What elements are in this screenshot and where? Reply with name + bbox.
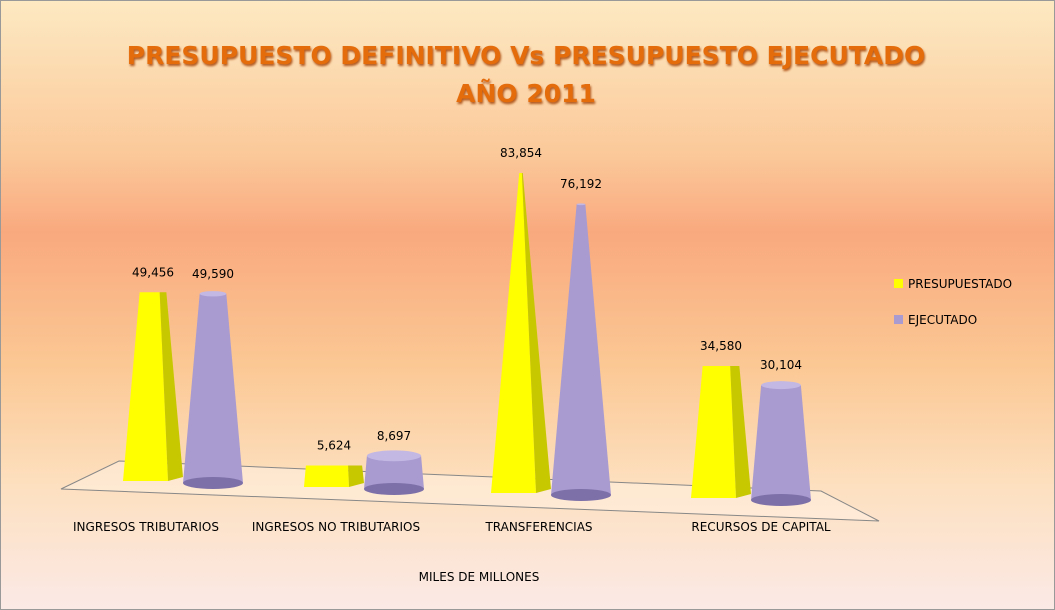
- legend-label: PRESUPUESTADO: [908, 277, 1012, 291]
- bar-side: [521, 173, 551, 493]
- bar-side: [348, 465, 364, 487]
- bar-front: [491, 173, 536, 493]
- bar-side: [730, 366, 751, 498]
- bar-base: [183, 477, 243, 489]
- bar: [364, 450, 424, 495]
- bar: [183, 291, 243, 489]
- legend-label: EJECUTADO: [908, 313, 977, 327]
- bar-base: [551, 489, 611, 501]
- bar: [751, 381, 811, 506]
- data-label: 8,697: [377, 429, 411, 443]
- bar-body: [364, 455, 424, 489]
- data-label: 30,104: [760, 358, 802, 372]
- bar-base: [364, 483, 424, 495]
- bar: [691, 366, 751, 498]
- bar-top: [761, 381, 801, 390]
- bar-side: [159, 292, 183, 481]
- data-label: 34,580: [700, 339, 742, 353]
- bar: [123, 292, 183, 481]
- floor: [60, 460, 880, 522]
- bar-front: [691, 366, 736, 498]
- bar-body: [751, 385, 811, 500]
- x-tick-label: RECURSOS DE CAPITAL: [691, 520, 831, 534]
- bar: [491, 173, 551, 493]
- data-label: 49,590: [192, 267, 234, 281]
- data-label: 83,854: [500, 146, 542, 160]
- data-label: 5,624: [317, 439, 351, 453]
- bar-body: [183, 293, 243, 483]
- legend-swatch: [894, 315, 903, 324]
- data-label: 76,192: [560, 177, 602, 191]
- bar: [304, 465, 364, 487]
- x-tick-label: TRANSFERENCIAS: [484, 520, 592, 534]
- bar-base: [751, 494, 811, 506]
- chart-title: PRESUPUESTO DEFINITIVO Vs PRESUPUESTO EJ…: [126, 41, 926, 108]
- x-tick-label: INGRESOS NO TRIBUTARIOS: [252, 520, 420, 534]
- legend-swatch: [894, 279, 903, 288]
- bar-top: [199, 291, 227, 297]
- x-axis-label: MILES DE MILLONES: [419, 570, 540, 584]
- bar-body: [551, 204, 611, 496]
- data-label: 49,456: [132, 265, 174, 279]
- bar-front: [123, 292, 168, 481]
- bar-top: [366, 450, 422, 462]
- bar-top: [576, 203, 586, 206]
- bar-front: [304, 465, 349, 487]
- bar: [551, 203, 611, 501]
- x-tick-label: INGRESOS TRIBUTARIOS: [73, 520, 219, 534]
